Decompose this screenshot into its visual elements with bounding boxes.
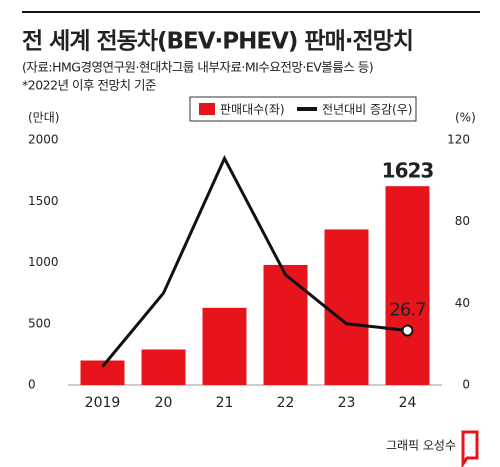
bar xyxy=(263,264,308,385)
subtitle: (자료:HMG경영연구원·현대차그룹 내부자료·MI수요전망·EV볼륨스 등) xyxy=(22,60,373,75)
x-tick-label: 24 xyxy=(399,395,417,411)
legend-swatch xyxy=(199,103,215,115)
y2-tick-label: 0 xyxy=(462,378,470,392)
data-label: 1623 xyxy=(382,159,434,183)
bar xyxy=(324,229,369,385)
legend-label: 판매대수(좌) xyxy=(220,103,285,117)
y-tick-label: 1000 xyxy=(28,255,59,269)
y2-tick-label: 40 xyxy=(455,296,470,310)
y2-tick-label: 120 xyxy=(447,133,470,147)
x-tick-label: 21 xyxy=(216,395,234,411)
y-axis-unit: (만대) xyxy=(28,111,59,125)
x-tick-label: 20 xyxy=(155,395,173,411)
data-label: 26.7 xyxy=(389,299,425,320)
logo xyxy=(461,430,479,467)
bar xyxy=(141,349,186,385)
credit: 그래픽 오성수 xyxy=(386,439,456,453)
y-tick-label: 500 xyxy=(28,316,51,330)
bar xyxy=(80,360,125,385)
line-end-point xyxy=(401,324,414,337)
legend-label: 전년대비 증감(우) xyxy=(322,103,412,117)
bar xyxy=(202,307,247,385)
x-tick-label: 22 xyxy=(277,395,295,411)
bar xyxy=(385,186,430,385)
y2-axis-unit: (%) xyxy=(455,111,476,125)
line xyxy=(101,154,408,368)
x-tick-label: 23 xyxy=(338,395,356,411)
x-tick-label: 2019 xyxy=(85,395,121,411)
y-tick-label: 1500 xyxy=(28,194,59,208)
y-tick-label: 2000 xyxy=(28,133,59,147)
y-tick-label: 0 xyxy=(28,378,36,392)
chart-title: 전 세계 전동차(BEV·PHEV) 판매·전망치 xyxy=(22,29,413,55)
note: *2022년 이후 전망치 기준 xyxy=(22,78,156,93)
y2-tick-label: 80 xyxy=(455,214,470,228)
